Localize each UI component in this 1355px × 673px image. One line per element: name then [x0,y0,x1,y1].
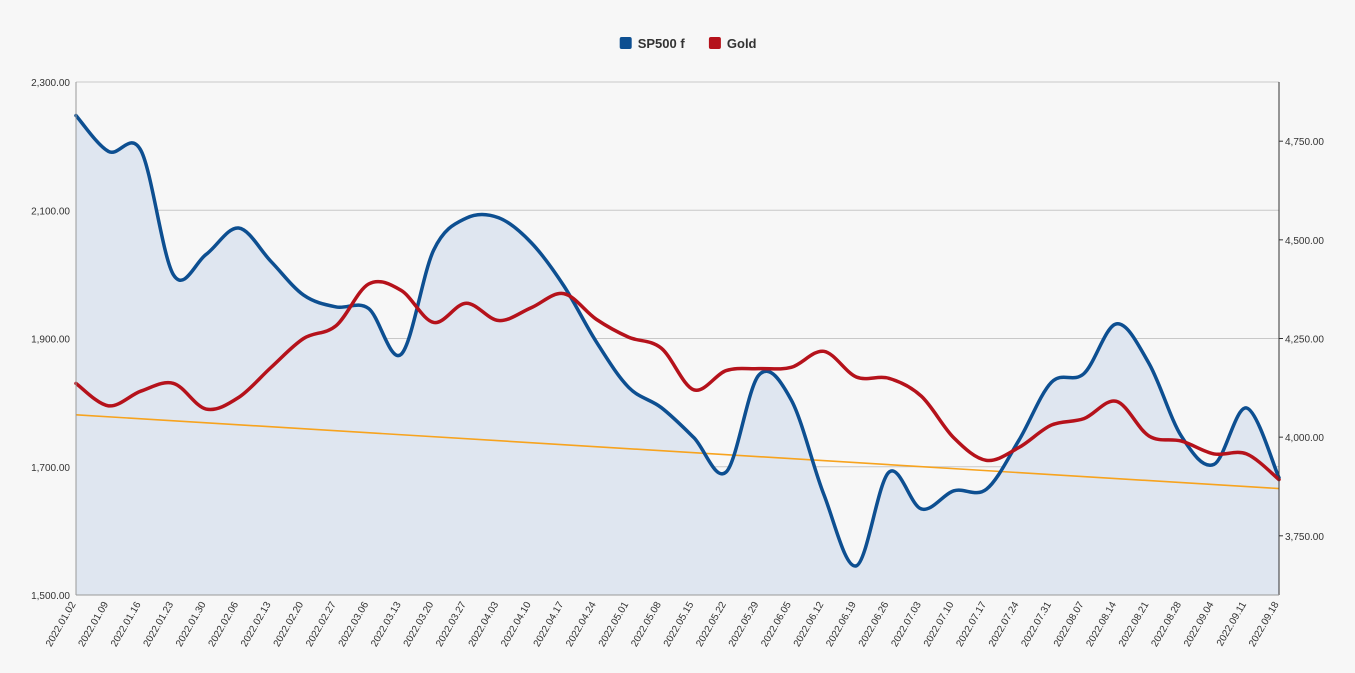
legend: SP500 f Gold [619,36,757,51]
left-tick-label-0: 1,500.00 [31,591,70,602]
series-line-gold [74,279,1281,482]
left-tick-label-2: 1,900.00 [31,335,70,346]
series-line-sp500-f [74,113,1281,568]
right-tick-label-0: 3,750.00 [1285,532,1324,543]
left-tick-label-3: 2,100.00 [31,206,70,217]
left-tick-label-1: 1,700.00 [31,463,70,474]
right-tick-label-4: 4,750.00 [1285,137,1324,148]
legend-swatch-sp500-f [619,37,632,49]
plot-area [74,113,1281,595]
legend-label-sp500-f: SP500 f [638,36,686,51]
series-area-sp500-f [76,115,1279,595]
legend-label-gold: Gold [727,36,757,51]
legend-swatch-gold [708,37,721,49]
right-tick-label-3: 4,500.00 [1285,236,1324,247]
right-tick-label-2: 4,250.00 [1285,335,1324,346]
trendline [75,414,1280,490]
left-tick-label-4: 2,300.00 [31,78,70,89]
right-tick-label-1: 4,000.00 [1285,433,1324,444]
